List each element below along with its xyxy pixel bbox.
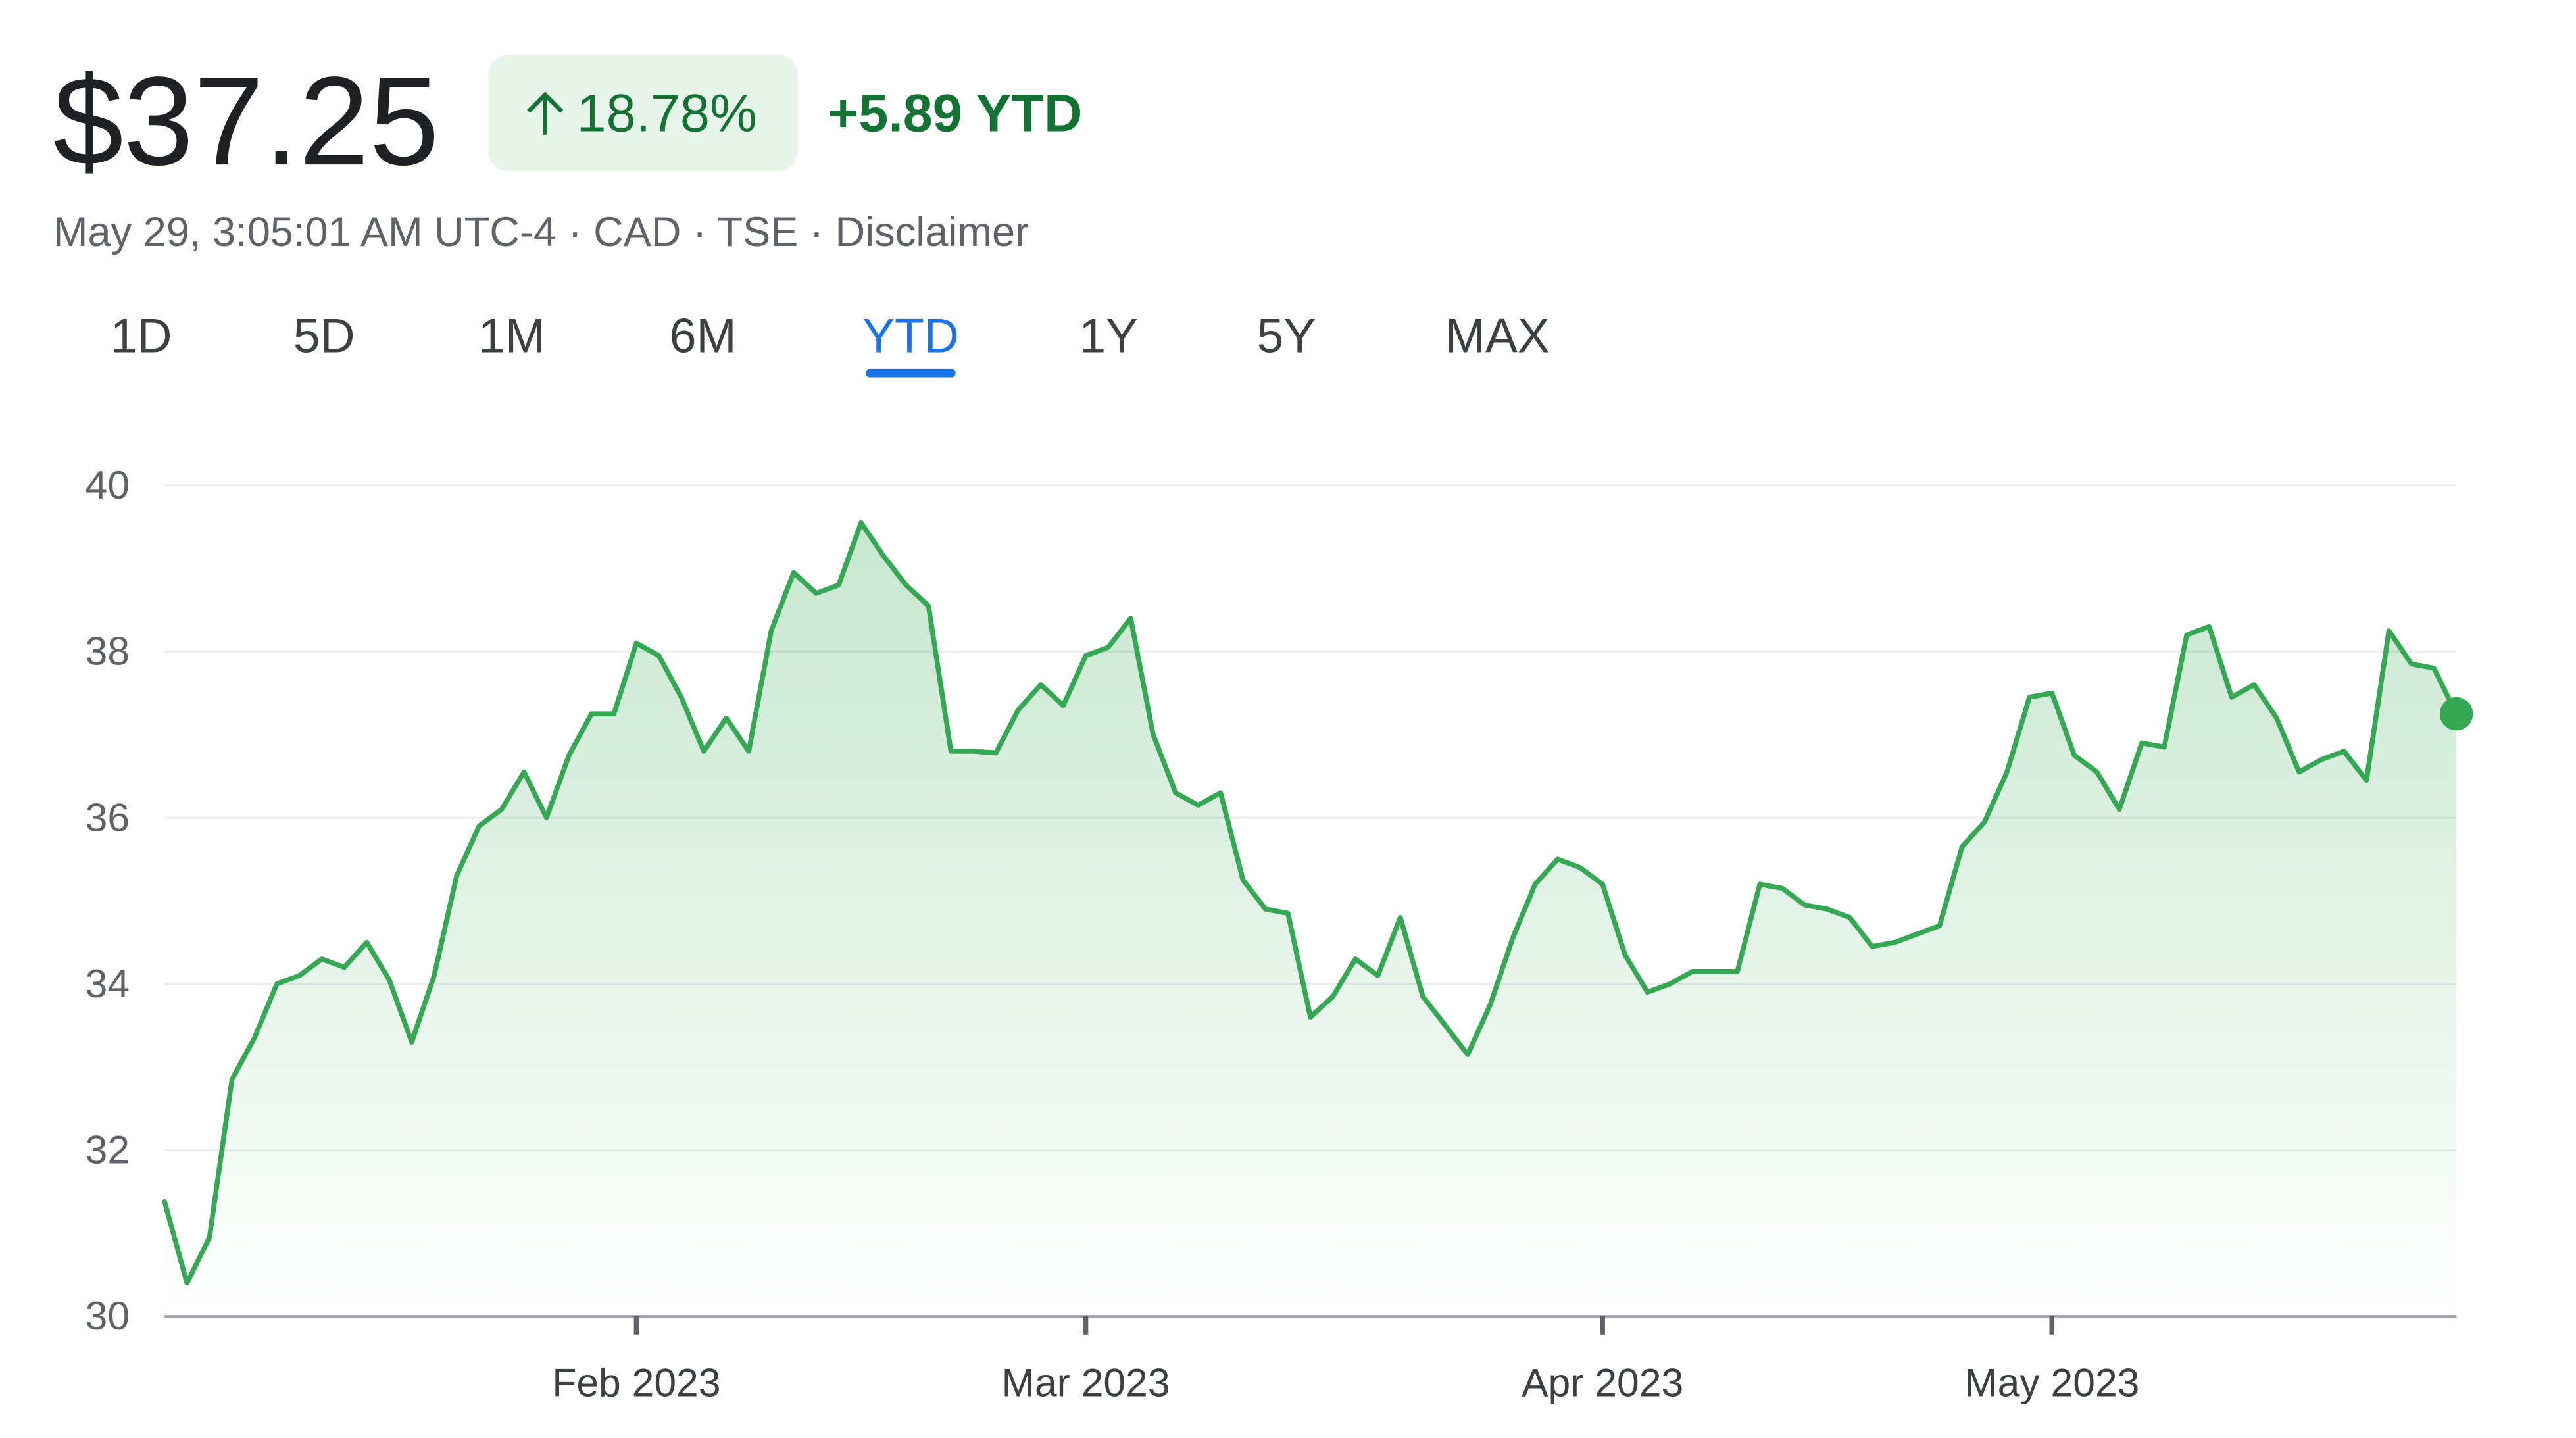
range-tab[interactable]: 6M xyxy=(670,309,737,363)
price: $37.25 xyxy=(53,50,439,191)
last-point xyxy=(2439,697,2473,731)
change-pill xyxy=(488,55,798,172)
x-tick-label: May 2023 xyxy=(1964,1360,2139,1404)
range-tab[interactable]: 1D xyxy=(111,309,172,363)
area-fill xyxy=(164,522,2457,1317)
x-tick-label: Mar 2023 xyxy=(1001,1360,1170,1404)
y-tick-label: 34 xyxy=(86,961,130,1006)
x-tick-label: Feb 2023 xyxy=(552,1360,720,1404)
quote-meta: May 29, 3:05:01 AM UTC-4 · CAD · TSE · D… xyxy=(53,209,1029,255)
y-tick-label: 36 xyxy=(86,795,130,839)
range-tab[interactable]: 1Y xyxy=(1079,309,1138,363)
price-line xyxy=(162,520,2459,1286)
x-tick-label: Apr 2023 xyxy=(1522,1360,1683,1404)
y-tick-label: 30 xyxy=(86,1293,130,1338)
tab-underline xyxy=(866,368,956,378)
change-ytd: +5.89 YTD xyxy=(828,84,1082,143)
range-tab[interactable]: 5D xyxy=(293,309,355,363)
range-tabs: 1D 5D 1M 6M YTD 1Y 5Y MAX xyxy=(111,309,1550,378)
range-tab[interactable]: YTD xyxy=(862,309,959,363)
range-tab[interactable]: 1M xyxy=(478,309,545,363)
y-tick-label: 32 xyxy=(86,1128,130,1172)
range-tab[interactable]: MAX xyxy=(1445,309,1550,363)
chart: 30 32 34 36 38 40 Feb 2023 Mar 2023 Apr 2023 May … xyxy=(86,462,2473,1404)
y-tick-label: 38 xyxy=(86,629,130,674)
up-arrow-icon xyxy=(527,91,564,135)
change-percent: 18.78% xyxy=(577,84,757,143)
range-tab[interactable]: 5Y xyxy=(1257,309,1316,363)
y-tick-label: 40 xyxy=(86,462,130,507)
